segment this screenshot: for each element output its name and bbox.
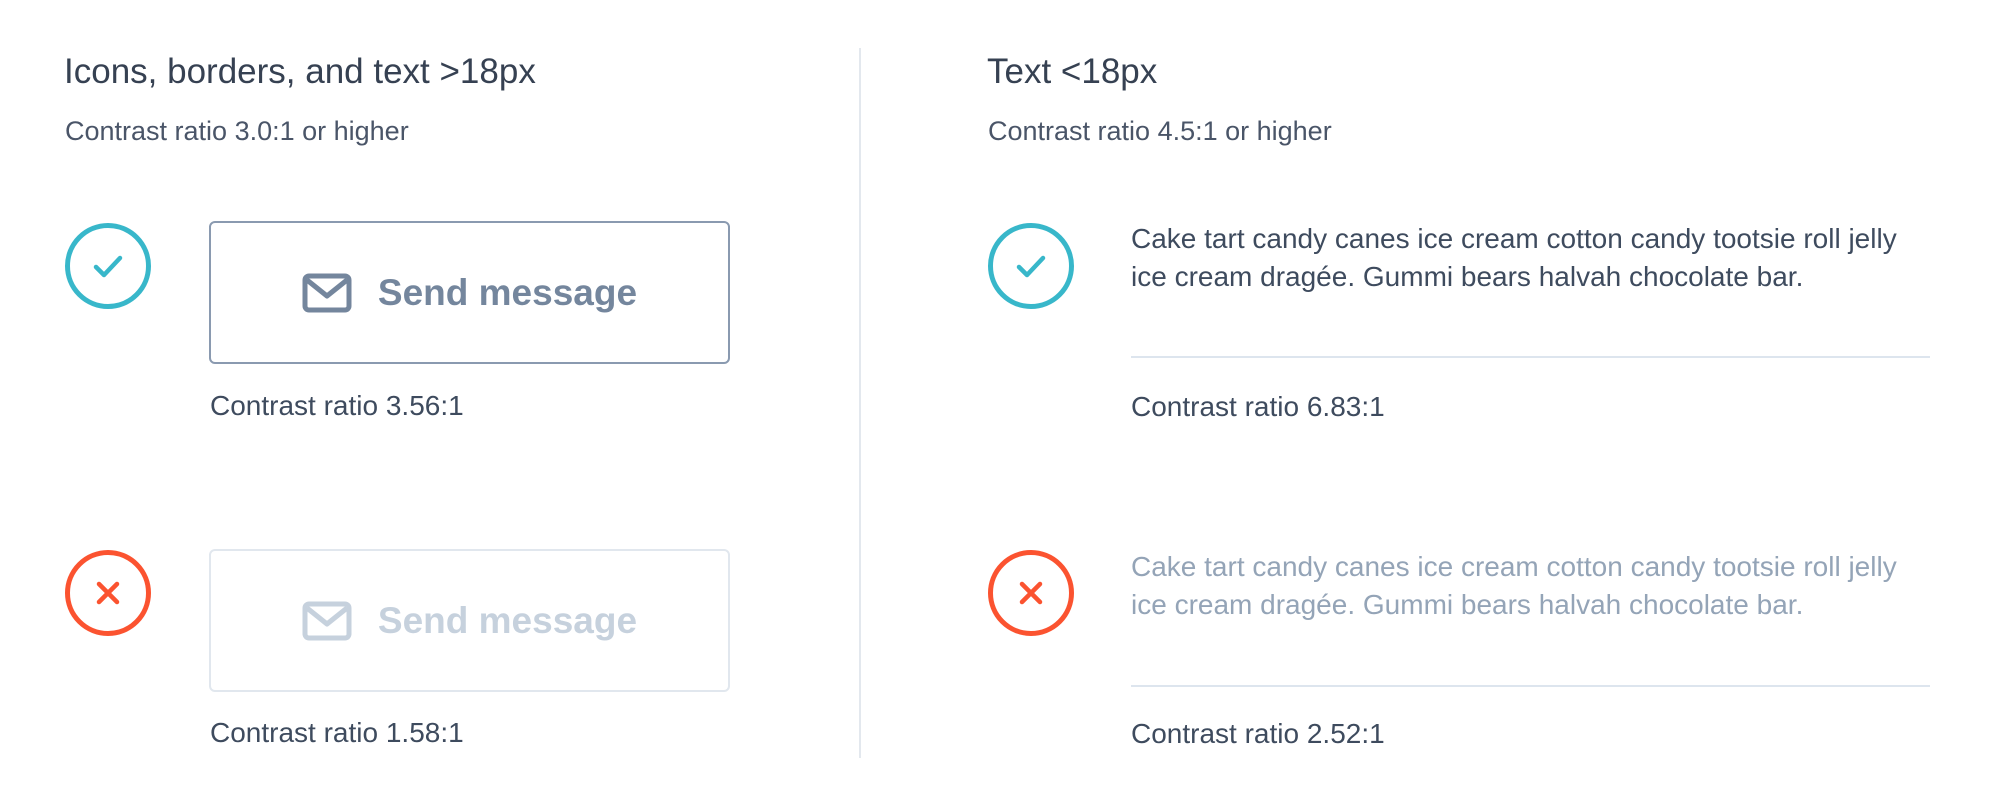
sample-text-low-contrast: Cake tart candy canes ice cream cotton c…: [1131, 551, 1897, 620]
contrast-caption: Contrast ratio 2.52:1: [1131, 718, 1385, 749]
divider: [1131, 356, 1930, 358]
check-icon: [1016, 255, 1046, 278]
button-label: Send message: [377, 271, 638, 313]
envelope-icon: [302, 273, 352, 312]
envelope-icon: [302, 601, 352, 640]
send-message-button-low-contrast[interactable]: Send message: [209, 549, 730, 692]
contrast-caption: Contrast ratio 1.58:1: [210, 717, 464, 748]
fail-badge: [988, 550, 1074, 636]
divider: [1131, 685, 1930, 687]
left-heading: Icons, borders, and text >18px: [64, 52, 536, 91]
pass-badge: [988, 223, 1074, 309]
pass-badge: [65, 223, 151, 309]
right-heading: Text <18px: [987, 52, 1158, 91]
x-icon: [96, 581, 120, 605]
column-divider: [859, 48, 861, 758]
contrast-caption: Contrast ratio 3.56:1: [210, 390, 464, 421]
button-label: Send message: [377, 599, 638, 641]
fail-badge: [65, 550, 151, 636]
contrast-caption: Contrast ratio 6.83:1: [1131, 391, 1385, 422]
check-icon: [93, 255, 123, 278]
x-icon: [1019, 581, 1043, 605]
left-subheading: Contrast ratio 3.0:1 or higher: [65, 116, 409, 146]
sample-text-high-contrast: Cake tart candy canes ice cream cotton c…: [1131, 223, 1897, 292]
right-subheading: Contrast ratio 4.5:1 or higher: [988, 116, 1332, 146]
send-message-button-high-contrast[interactable]: Send message: [209, 221, 730, 364]
